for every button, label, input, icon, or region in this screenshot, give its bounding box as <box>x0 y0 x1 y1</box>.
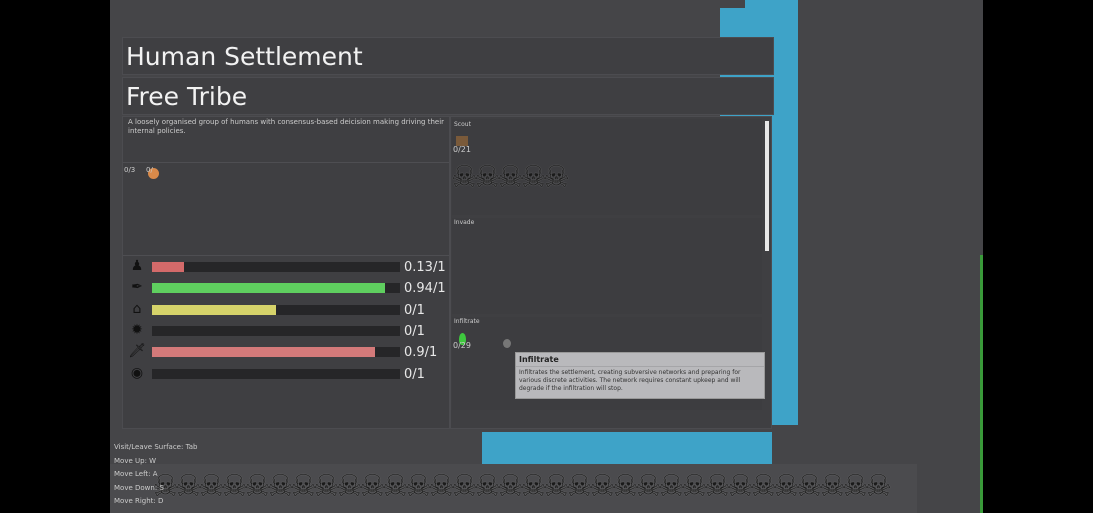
key-hint: Move Right: D <box>114 497 164 505</box>
action-invade[interactable] <box>452 218 762 314</box>
alien-unit[interactable]: ☠ <box>612 469 639 504</box>
alien-unit[interactable]: ☠ <box>727 469 754 504</box>
alien-unit[interactable]: ☠ <box>405 469 432 504</box>
stat-bar <box>152 347 400 358</box>
alien-unit[interactable]: ☠ <box>198 469 225 504</box>
alien-unit[interactable]: ☠ <box>681 469 708 504</box>
alien-unit[interactable]: ☠ <box>865 469 892 504</box>
settlement-name-header: Free Tribe <box>122 77 774 115</box>
building-icon: ⌂ <box>132 300 142 317</box>
mouse-cursor-icon <box>503 339 511 348</box>
alien-unit[interactable]: ☠ <box>474 160 501 195</box>
action-label: Infiltrate <box>454 318 480 325</box>
settlement-description: A loosely organised group of humans with… <box>128 118 445 135</box>
action-scout[interactable] <box>452 119 762 215</box>
scrollbar[interactable] <box>765 121 769 251</box>
settlement-type: Human Settlement <box>126 42 363 71</box>
alien-unit[interactable]: ☠ <box>497 469 524 504</box>
alien-unit[interactable]: ☠ <box>658 469 685 504</box>
action-count: 0/21 <box>453 145 471 154</box>
alien-unit[interactable]: ☠ <box>497 160 524 195</box>
alien-unit[interactable]: ☠ <box>566 469 593 504</box>
alien-unit[interactable]: ☠ <box>796 469 823 504</box>
alien-unit[interactable]: ☠ <box>819 469 846 504</box>
key-hint: Move Left: A <box>114 470 158 478</box>
alien-unit[interactable]: ☠ <box>221 469 248 504</box>
stat-bar <box>152 262 400 272</box>
stat-bar <box>152 283 400 294</box>
alien-unit[interactable]: ☠ <box>842 469 869 504</box>
tooltip: Infiltrate Infiltrates the settlement, c… <box>515 352 765 399</box>
alien-unit[interactable]: ☠ <box>520 469 547 504</box>
stat-bar <box>152 368 400 379</box>
key-hint: Move Up: W <box>114 456 157 465</box>
action-label: Invade <box>454 219 475 226</box>
stat-bar <box>152 325 400 336</box>
key-hint: Visit/Leave Surface: Tab <box>114 443 198 451</box>
alien-unit[interactable]: ☠ <box>451 469 478 504</box>
alien-unit[interactable]: ☠ <box>773 469 800 504</box>
action-label: Scout <box>454 121 471 128</box>
key-hints: Visit/Leave Surface: Tab Move Up: W Move… <box>114 443 197 511</box>
alien-unit[interactable]: ☠ <box>750 469 777 504</box>
tooltip-title: Infiltrate <box>516 353 764 367</box>
eye-icon: ◉ <box>130 364 144 381</box>
stat-value: 0/1 <box>404 302 425 318</box>
green-drop-icon <box>459 333 466 345</box>
stat-bar-fill <box>152 304 276 315</box>
stat-bar-fill <box>152 283 386 294</box>
settlement-type-header: Human Settlement <box>122 37 774 75</box>
divider <box>123 255 449 256</box>
alien-unit[interactable]: ☠ <box>543 160 570 195</box>
population-icon: ♟ <box>130 258 144 274</box>
resource-stone: 0/3 <box>124 166 135 174</box>
tooltip-text: Infiltrates the settlement, creating sub… <box>519 369 741 392</box>
alien-unit[interactable]: ☠ <box>543 469 570 504</box>
stat-bar-fill <box>152 347 376 358</box>
alien-unit[interactable]: ☠ <box>290 469 317 504</box>
sword-icon: 🗡 <box>128 343 146 360</box>
alien-unit[interactable]: ☠ <box>244 469 271 504</box>
orange-orb-icon <box>148 168 159 179</box>
feather-icon: ✒ <box>131 279 143 296</box>
alien-unit[interactable]: ☠ <box>267 469 294 504</box>
bug-icon: ✹ <box>131 321 143 338</box>
stat-bar-fill <box>152 262 185 272</box>
alien-unit[interactable]: ☠ <box>359 469 386 504</box>
alien-unit[interactable]: ☠ <box>635 469 662 504</box>
stat-value: 0.13/1 <box>404 260 446 275</box>
stat-value: 0.94/1 <box>404 281 446 297</box>
stat-bar <box>152 304 400 315</box>
stat-value: 0/1 <box>404 366 425 382</box>
alien-unit[interactable]: ☠ <box>474 469 501 504</box>
resource-value: 0/ <box>146 166 153 174</box>
stat-value: 0/1 <box>404 323 425 339</box>
alien-unit[interactable]: ☠ <box>313 469 340 504</box>
grass-edge <box>980 255 983 513</box>
alien-unit[interactable]: ☠ <box>704 469 731 504</box>
resource-value: 0/3 <box>124 166 136 174</box>
alien-unit[interactable]: ☠ <box>428 469 455 504</box>
action-count: 0/29 <box>453 341 471 350</box>
alien-unit[interactable]: ☠ <box>382 469 409 504</box>
divider <box>123 162 449 163</box>
settlement-name: Free Tribe <box>126 82 248 111</box>
terrain <box>720 0 745 8</box>
alien-unit[interactable]: ☠ <box>589 469 616 504</box>
alien-unit[interactable]: ☠ <box>336 469 363 504</box>
alien-unit[interactable]: ☠ <box>451 160 478 195</box>
alien-unit[interactable]: ☠ <box>520 160 547 195</box>
unit-bar <box>110 464 917 513</box>
scout-icon <box>456 136 468 146</box>
key-hint: Move Down: S <box>114 483 164 492</box>
stat-value: 0.9/1 <box>404 345 438 361</box>
